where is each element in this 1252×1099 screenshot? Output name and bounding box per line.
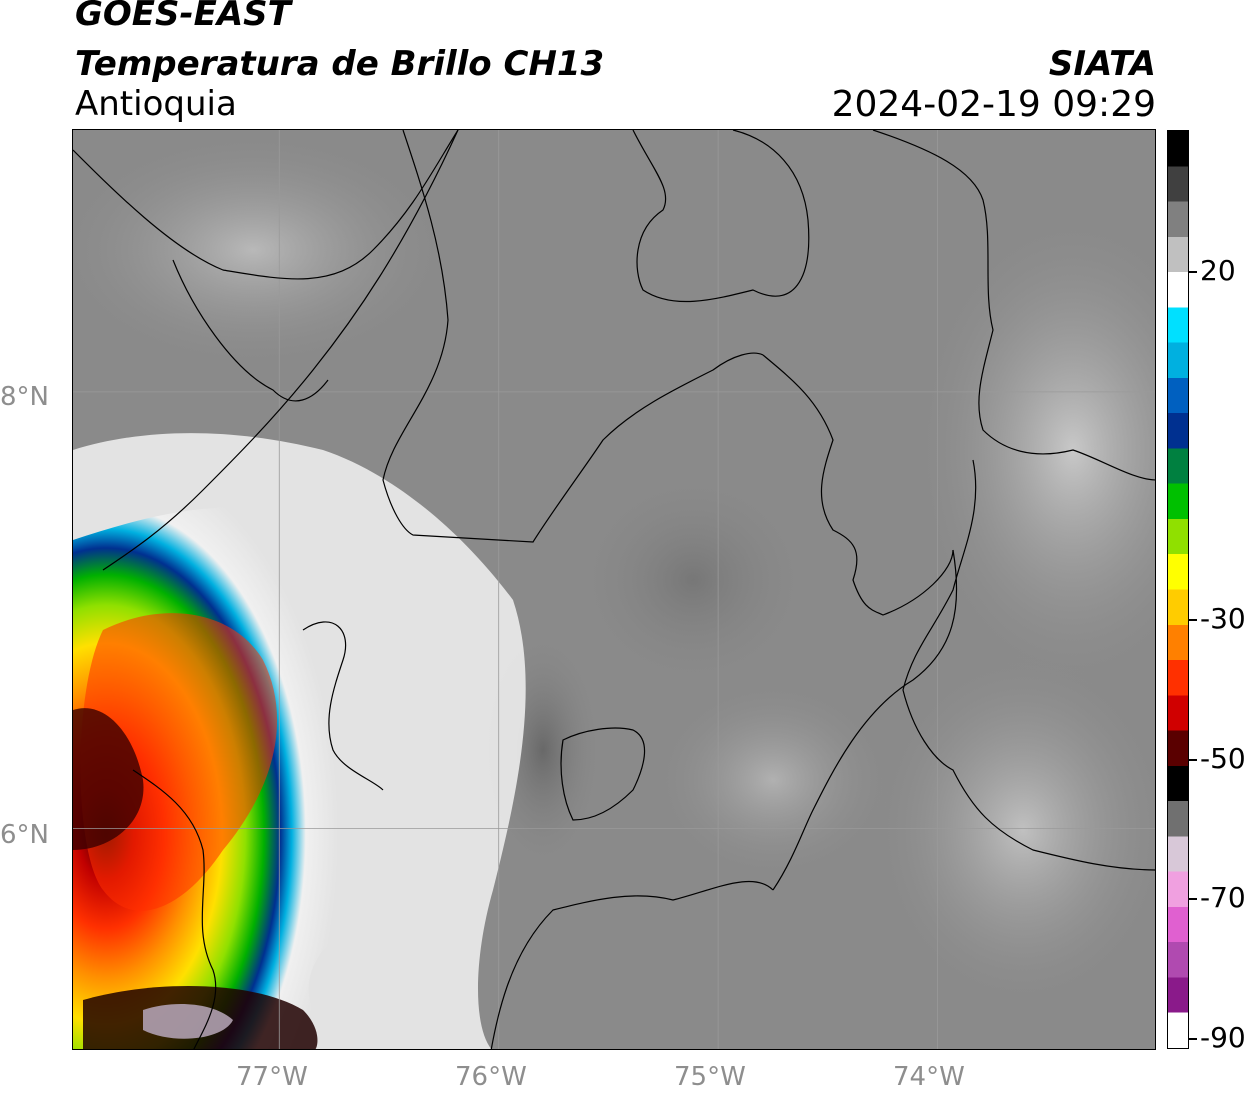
lon-label-75w: 75°W [674,1062,746,1092]
department-border [490,880,774,1049]
colorbar-label-minus70: -70 [1200,881,1246,914]
graticule [73,130,1155,1049]
department-border [632,130,810,303]
department-border [762,354,954,616]
colorbar-tick [1189,898,1197,900]
lon-label-76w: 76°W [455,1062,527,1092]
colorbar-label-minus30: -30 [1200,602,1246,635]
coastline [102,130,459,571]
colorbar-tick [1189,271,1197,273]
gulf-coast [172,259,329,402]
storm-core-dark [73,708,144,850]
department-border [772,549,958,891]
colorbar-tick [1189,1038,1197,1040]
cloud-patch [873,650,1155,1010]
department-border [872,130,1155,481]
map-canvas [73,130,1155,1049]
river-border [132,769,217,1049]
coastline [73,130,459,280]
lon-label-77w: 77°W [236,1062,308,1092]
lat-label-8n: 8°N [0,382,49,412]
borders [73,130,1155,1049]
storm-core [80,613,278,911]
colorbar-tick [1189,759,1197,761]
satellite-title: GOES-EAST [75,0,291,34]
product-title: Temperatura de Brillo CH13 [75,44,605,84]
temperature-colorbar [1167,130,1189,1049]
dark-patch [573,470,813,690]
department-border [382,130,764,543]
municipal-border [560,727,646,821]
department-border [902,459,1155,871]
colorbar-label-minus90: -90 [1200,1021,1246,1054]
source-label: SIATA [1048,44,1156,84]
river-border [302,621,384,791]
datetime-label: 2024-02-19 09:29 [831,84,1156,125]
satellite-map[interactable] [72,129,1156,1050]
region-subtitle: Antioquia [75,84,237,124]
lat-label-6n: 6°N [0,820,49,850]
cloud-patch [913,210,1155,690]
cloud-patch [653,680,893,880]
colorbar-label-minus50: -50 [1200,742,1246,775]
lon-label-74w: 74°W [893,1062,965,1092]
colorbar-label-20: 20 [1200,254,1236,287]
colorbar-tick [1189,619,1197,621]
